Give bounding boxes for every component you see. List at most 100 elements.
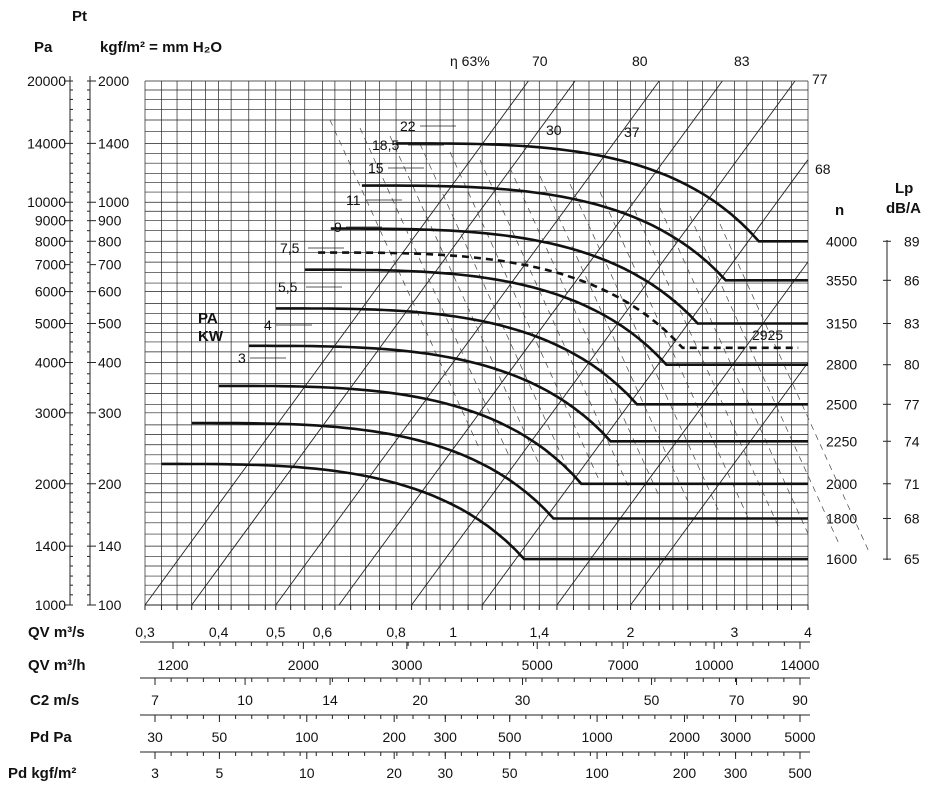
pa-tick-label: 3000	[35, 405, 66, 421]
scale-tick-label: 500	[498, 729, 522, 745]
scale-tick-label: 2000	[288, 657, 319, 673]
scale-tick-label: 200	[383, 729, 407, 745]
flow-tick-label: 0,4	[209, 624, 229, 640]
speed-label: 2500	[826, 396, 857, 412]
kgf-tick-label: 800	[98, 233, 122, 249]
efficiency-label: 77	[812, 71, 828, 87]
speed-label: 2800	[826, 357, 857, 373]
left-axes: 20000 14000 10000 9000 8000 7000 6000 5000 4000 3…	[27, 73, 129, 613]
scale-tick-label: 20	[412, 692, 428, 708]
power-label: 11	[346, 192, 361, 208]
scale-tick-label: 30	[515, 692, 531, 708]
pa-tick-label: 9000	[35, 213, 66, 229]
pa-tick-label: 1000	[35, 597, 66, 613]
noise-label: 65	[904, 551, 920, 567]
kgf-tick-label: 600	[98, 284, 122, 300]
power-label: 3	[238, 350, 246, 366]
pa-tick-label: 4000	[35, 355, 66, 371]
speed-label: 4000	[826, 233, 857, 249]
speed-label: 1600	[826, 551, 857, 567]
power-label: 7,5	[280, 240, 300, 256]
flow-tick-label: 0,6	[313, 624, 333, 640]
noise-label: 71	[904, 476, 920, 492]
scale-tick-label: 50	[212, 729, 228, 745]
kgf-tick-label: 300	[98, 405, 122, 421]
kgf-tick-label: 100	[98, 597, 122, 613]
power-line	[599, 191, 751, 523]
noise-axis-label: Lp	[895, 180, 913, 197]
right-axes: 4000 89 3550 86 3150 83 2800 80 2500 77 2250 74 2000…	[826, 233, 920, 567]
pa-tick-label: 5000	[35, 315, 66, 331]
scale-tick-label: 14000	[781, 657, 820, 673]
scale-tick-label: 300	[724, 765, 748, 781]
flow-tick-label: 3	[730, 624, 738, 640]
speed-axis-label: n	[835, 202, 844, 219]
speed-curve	[361, 184, 808, 282]
speed-label: 3150	[826, 315, 857, 331]
scale-tick-label: 50	[502, 765, 518, 781]
power-label: 5,5	[278, 279, 298, 295]
scale-tick-label: 2000	[669, 729, 700, 745]
power-line	[359, 127, 511, 459]
scale-tick-label: 10	[299, 765, 315, 781]
scale-tick-label: 5	[216, 765, 224, 781]
speed-label: 3550	[826, 272, 857, 288]
flow-tick-label: 1	[449, 624, 457, 640]
scale-tick-label: 30	[147, 729, 163, 745]
speed-curve	[161, 462, 808, 561]
scale-tick-label: 200	[673, 765, 697, 781]
efficiency-lines: η 63% 70 80 83 77 68	[144, 53, 831, 606]
scale-tick-label: 300	[434, 729, 458, 745]
scale-tick-label: 20	[386, 765, 402, 781]
kgf-tick-label: 1400	[98, 135, 129, 151]
flow-tick-label: 2	[627, 624, 635, 640]
speed-label: 2000	[826, 476, 857, 492]
noise-label: 83	[904, 315, 920, 331]
scale-tick-label: 5000	[522, 657, 553, 673]
scale-tick-label: 1200	[157, 657, 188, 673]
scale-tick-label: 7	[151, 692, 159, 708]
flow-tick-label: 0,8	[386, 624, 406, 640]
efficiency-label: 70	[532, 53, 548, 69]
power-line	[389, 135, 541, 467]
scale-tick-label: 3000	[720, 729, 751, 745]
pt-symbol: Pt	[72, 8, 87, 25]
performance-curves: 2925	[161, 142, 808, 561]
kgf-tick-label: 140	[98, 538, 122, 554]
efficiency-label: 68	[815, 161, 831, 177]
pa-tick-label: 1400	[35, 538, 66, 554]
scale-tick-label: 500	[788, 765, 812, 781]
power-label: 30	[546, 122, 562, 138]
scale-tick-label: 3	[151, 765, 159, 781]
scale-tick-label: 1000	[582, 729, 613, 745]
pa-tick-label: 6000	[35, 284, 66, 300]
noise-label: 86	[904, 272, 920, 288]
scale-tick-label: 90	[792, 692, 808, 708]
flow-tick-label: 1,4	[530, 624, 550, 640]
kgf-tick-label: 200	[98, 476, 122, 492]
power-lines: 3 4 5,5 7,5 911 15 18,522 30 37	[238, 118, 871, 555]
speed-curve	[218, 384, 808, 486]
speed-curve	[248, 344, 808, 443]
noise-label: 89	[904, 233, 920, 249]
power-label: 15	[368, 160, 384, 176]
scale-tick-label: 30	[438, 765, 454, 781]
scale-label: Pd Pa	[30, 729, 72, 746]
noise-label: 74	[904, 433, 920, 449]
scale-tick-label: 70	[729, 692, 745, 708]
kgf-tick-label: 700	[98, 257, 122, 273]
power-label: 9	[334, 219, 342, 235]
efficiency-line	[556, 261, 809, 606]
pa-tick-label: 8000	[35, 233, 66, 249]
speed-curve	[191, 421, 808, 520]
scale-tick-label: 14	[322, 692, 338, 708]
efficiency-line	[275, 80, 660, 606]
scale-tick-label: 7000	[608, 657, 639, 673]
power-line	[449, 151, 601, 483]
power-line	[329, 119, 481, 451]
kgf-tick-label: 400	[98, 355, 122, 371]
speed-curve-dashed	[318, 251, 799, 350]
power-line	[569, 183, 721, 515]
pa-tick-label: 7000	[35, 257, 66, 273]
efficiency-label: 83	[734, 53, 750, 69]
